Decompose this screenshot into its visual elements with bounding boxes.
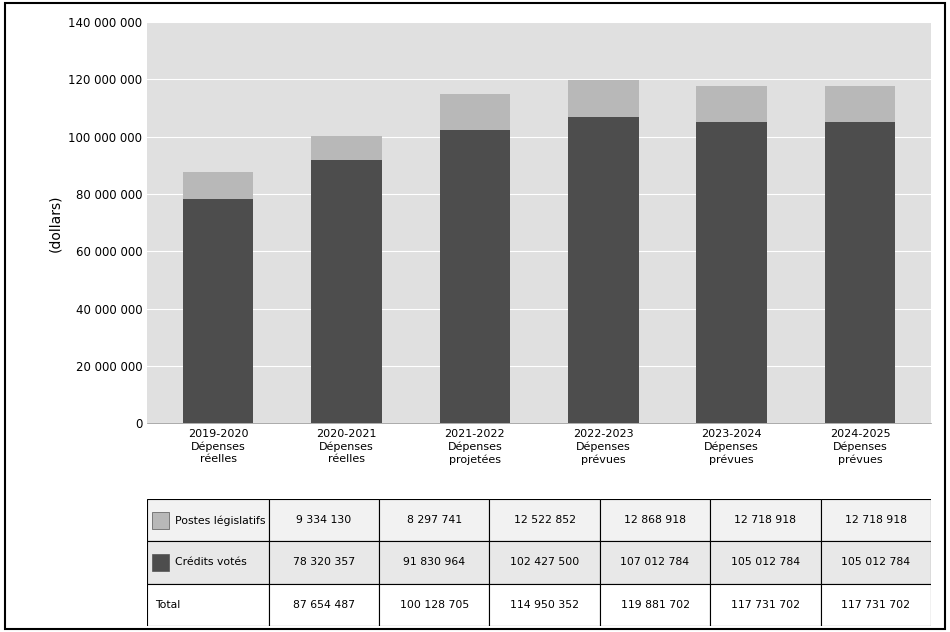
Text: 102 427 500: 102 427 500 bbox=[510, 557, 580, 568]
Text: Total: Total bbox=[155, 600, 180, 610]
Bar bbox=[269, 542, 379, 583]
Bar bbox=[152, 554, 169, 571]
Text: 8 297 741: 8 297 741 bbox=[407, 515, 462, 525]
Text: 78 320 357: 78 320 357 bbox=[293, 557, 355, 568]
Text: 105 012 784: 105 012 784 bbox=[731, 557, 800, 568]
Bar bbox=[489, 542, 599, 583]
Text: 100 128 705: 100 128 705 bbox=[400, 600, 469, 610]
Bar bbox=[599, 499, 711, 542]
Bar bbox=[711, 583, 821, 626]
Bar bbox=[440, 94, 510, 130]
Bar bbox=[568, 80, 638, 117]
Text: 107 012 784: 107 012 784 bbox=[620, 557, 690, 568]
Bar bbox=[182, 172, 254, 199]
Bar bbox=[312, 137, 382, 160]
Bar bbox=[312, 160, 382, 423]
Bar bbox=[821, 583, 931, 626]
Bar bbox=[489, 499, 599, 542]
Bar bbox=[711, 542, 821, 583]
Bar bbox=[147, 583, 269, 626]
Text: 9 334 130: 9 334 130 bbox=[296, 515, 352, 525]
Bar bbox=[821, 542, 931, 583]
Bar bbox=[440, 130, 510, 423]
Bar bbox=[825, 86, 895, 123]
Text: 12 718 918: 12 718 918 bbox=[845, 515, 907, 525]
Text: 12 522 852: 12 522 852 bbox=[514, 515, 576, 525]
Bar bbox=[269, 499, 379, 542]
Bar bbox=[182, 199, 254, 423]
Bar bbox=[147, 542, 269, 583]
Bar bbox=[696, 86, 767, 123]
Text: 91 830 964: 91 830 964 bbox=[403, 557, 466, 568]
Text: 105 012 784: 105 012 784 bbox=[842, 557, 910, 568]
Bar bbox=[696, 123, 767, 423]
Text: 117 731 702: 117 731 702 bbox=[731, 600, 800, 610]
Bar bbox=[269, 583, 379, 626]
Bar bbox=[599, 583, 711, 626]
Bar bbox=[568, 117, 638, 423]
Text: Crédits votés: Crédits votés bbox=[176, 557, 247, 568]
Bar bbox=[599, 542, 711, 583]
Bar bbox=[711, 499, 821, 542]
Text: 12 718 918: 12 718 918 bbox=[734, 515, 796, 525]
Text: 117 731 702: 117 731 702 bbox=[842, 600, 910, 610]
Bar bbox=[821, 499, 931, 542]
Bar bbox=[152, 512, 169, 529]
Bar bbox=[147, 499, 269, 542]
Text: 87 654 487: 87 654 487 bbox=[293, 600, 355, 610]
Text: Postes législatifs: Postes législatifs bbox=[176, 515, 266, 526]
Bar bbox=[825, 123, 895, 423]
Bar bbox=[379, 542, 489, 583]
Bar bbox=[379, 499, 489, 542]
Bar bbox=[489, 583, 599, 626]
Text: 12 868 918: 12 868 918 bbox=[624, 515, 686, 525]
Text: 119 881 702: 119 881 702 bbox=[620, 600, 690, 610]
Y-axis label: (dollars): (dollars) bbox=[48, 194, 63, 252]
Text: 114 950 352: 114 950 352 bbox=[510, 600, 580, 610]
Bar bbox=[379, 583, 489, 626]
